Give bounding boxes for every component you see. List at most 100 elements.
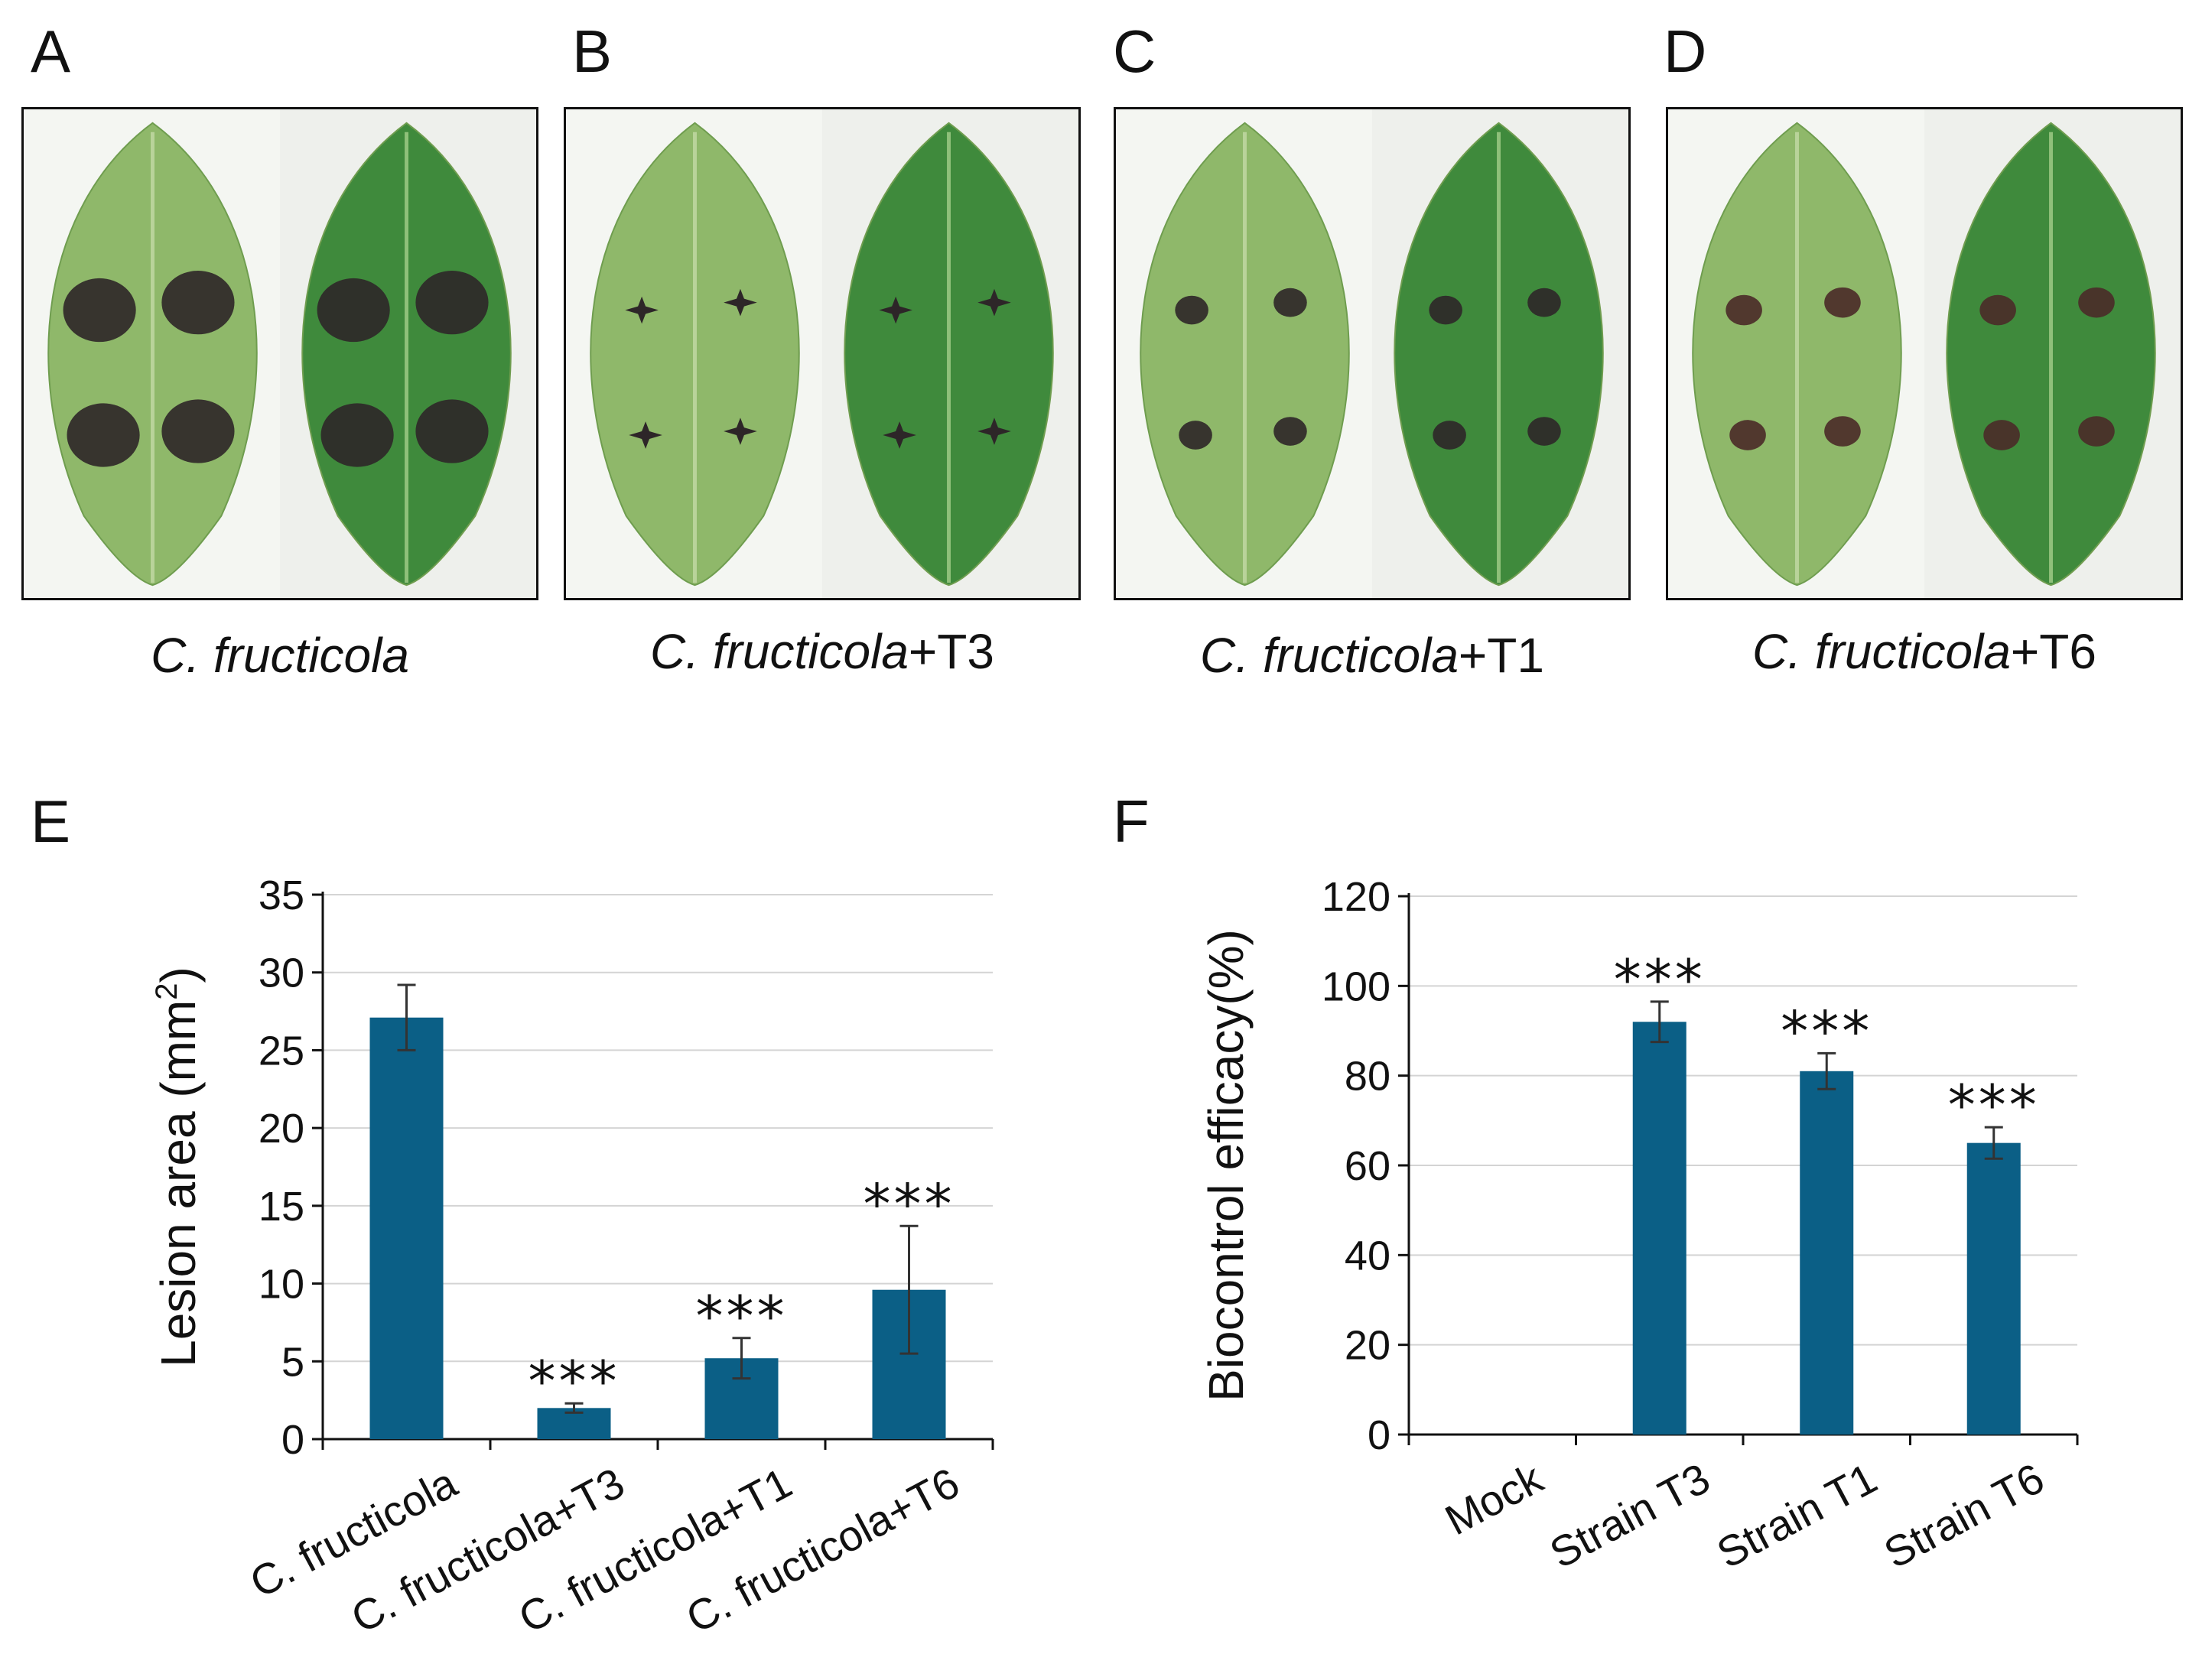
lesion-1: [1725, 294, 1762, 326]
y-tick-label: 10: [259, 1262, 304, 1308]
caption-b: C. fructicola+T3: [564, 627, 1081, 676]
y-tick-label: 100: [1322, 963, 1390, 1009]
lesion-3: [1179, 421, 1212, 450]
category-label-4: Strain T6: [1876, 1454, 2051, 1578]
category-label-3: Strain T1: [1709, 1454, 1885, 1578]
leaf-1: [1692, 122, 1902, 587]
leaf-1: [590, 122, 800, 587]
lesion-2: [161, 271, 235, 335]
y-axis-label: Biocontrol efficacy(%): [1199, 929, 1254, 1402]
leaf-1: [47, 122, 258, 587]
leaf-illustration-a: [47, 109, 536, 598]
panel-letter-d: D: [1664, 18, 1707, 85]
leaf-1: [1140, 122, 1350, 587]
lesion-3: [883, 421, 916, 449]
lesion-2: [1824, 287, 1861, 318]
caption-c-species: C. fructicola: [1200, 628, 1459, 683]
y-axis-label-close: ): [151, 967, 206, 983]
lesion-1: [317, 278, 390, 343]
lesion-2: [415, 271, 489, 335]
caption-c: C. fructicola+T1: [1114, 631, 1631, 680]
lesion-2: [2078, 287, 2115, 318]
significance-label-3: ***: [696, 1284, 788, 1348]
caption-d-suffix: +T6: [2010, 624, 2096, 679]
caption-b-species: C. fructicola: [650, 624, 909, 679]
y-tick-label: 20: [259, 1106, 304, 1152]
lesion-3: [1729, 420, 1766, 450]
lesion-1: [63, 278, 136, 343]
lesion-3: [67, 403, 140, 467]
lesion-4: [1824, 416, 1861, 447]
lesion-4: [1527, 417, 1561, 446]
lesion-3: [1433, 421, 1466, 450]
significance-label-4: ***: [864, 1171, 955, 1236]
y-tick-label: 35: [259, 872, 304, 918]
bar-4: [1966, 1142, 2021, 1435]
lesion-4: [977, 418, 1011, 445]
lesion-4: [415, 399, 489, 463]
panel-letter-c: C: [1113, 18, 1156, 85]
panel-letter-f: F: [1113, 788, 1150, 855]
lesion-2: [1527, 288, 1561, 317]
y-tick-label: 30: [259, 950, 304, 996]
lesion-1: [1429, 295, 1462, 325]
leaf-illustration-d: [1692, 109, 2181, 598]
leaf-2: [301, 122, 512, 587]
lesion-1: [1175, 295, 1208, 325]
bar-1: [369, 1017, 444, 1439]
significance-label-2: ***: [1614, 947, 1706, 1012]
lesion-3: [320, 403, 394, 467]
lesion-2: [1273, 288, 1307, 317]
leaf-photo-b: [564, 107, 1081, 600]
significance-label-4: ***: [1948, 1073, 2040, 1137]
category-label-1: Mock: [1437, 1454, 1551, 1545]
y-tick-label: 20: [1345, 1323, 1390, 1369]
y-tick-label: 120: [1322, 874, 1390, 920]
caption-a-species: C. fructicola: [151, 628, 409, 683]
y-axis-label-text: Lesion area (mm: [151, 1000, 206, 1367]
y-tick-label: 25: [259, 1028, 304, 1074]
caption-a: C. fructicola: [21, 631, 538, 680]
lesion-3: [629, 421, 662, 449]
lesion-2: [977, 288, 1011, 317]
lesion-1: [625, 296, 659, 324]
bar-2: [1632, 1022, 1686, 1435]
lesion-4: [2078, 416, 2115, 447]
significance-label-3: ***: [1781, 999, 1872, 1063]
y-tick-label: 60: [1345, 1143, 1390, 1189]
leaf-2: [844, 122, 1054, 587]
leaf-illustration-c: [1140, 109, 1628, 598]
lesion-4: [724, 418, 757, 445]
caption-c-suffix: +T1: [1458, 628, 1544, 683]
y-tick-label: 80: [1345, 1054, 1390, 1100]
significance-label-2: ***: [529, 1349, 620, 1413]
leaf-illustration-b: [590, 109, 1078, 598]
y-tick-label: 15: [259, 1184, 304, 1230]
leaf-photo-a: [21, 107, 538, 600]
y-tick-label: 40: [1345, 1233, 1390, 1279]
caption-d-species: C. fructicola: [1752, 624, 2011, 679]
lesion-2: [724, 288, 757, 317]
leaf-photo-c: [1114, 107, 1631, 600]
y-axis-label: Lesion area (mm2): [150, 967, 206, 1367]
panel-letter-b: B: [572, 18, 613, 85]
panel-letter-e: E: [31, 788, 71, 855]
caption-d: C. fructicola+T6: [1666, 627, 2183, 676]
lesion-1: [1979, 294, 2016, 326]
y-axis-label-text: Biocontrol efficacy(%): [1199, 929, 1254, 1402]
lesion-3: [1983, 420, 2020, 450]
leaf-photo-d: [1666, 107, 2183, 600]
lesion-4: [161, 399, 235, 463]
caption-b-suffix: +T3: [908, 624, 994, 679]
y-tick-label: 0: [1368, 1412, 1390, 1458]
bar-3: [1800, 1071, 1854, 1435]
leaf-2: [1946, 122, 2156, 587]
y-tick-label: 5: [281, 1339, 304, 1385]
y-tick-label: 0: [281, 1417, 304, 1463]
lesion-1: [879, 296, 912, 324]
category-label-2: Strain T3: [1542, 1454, 1717, 1578]
lesion-4: [1273, 417, 1307, 446]
panel-letter-a: A: [31, 18, 71, 85]
